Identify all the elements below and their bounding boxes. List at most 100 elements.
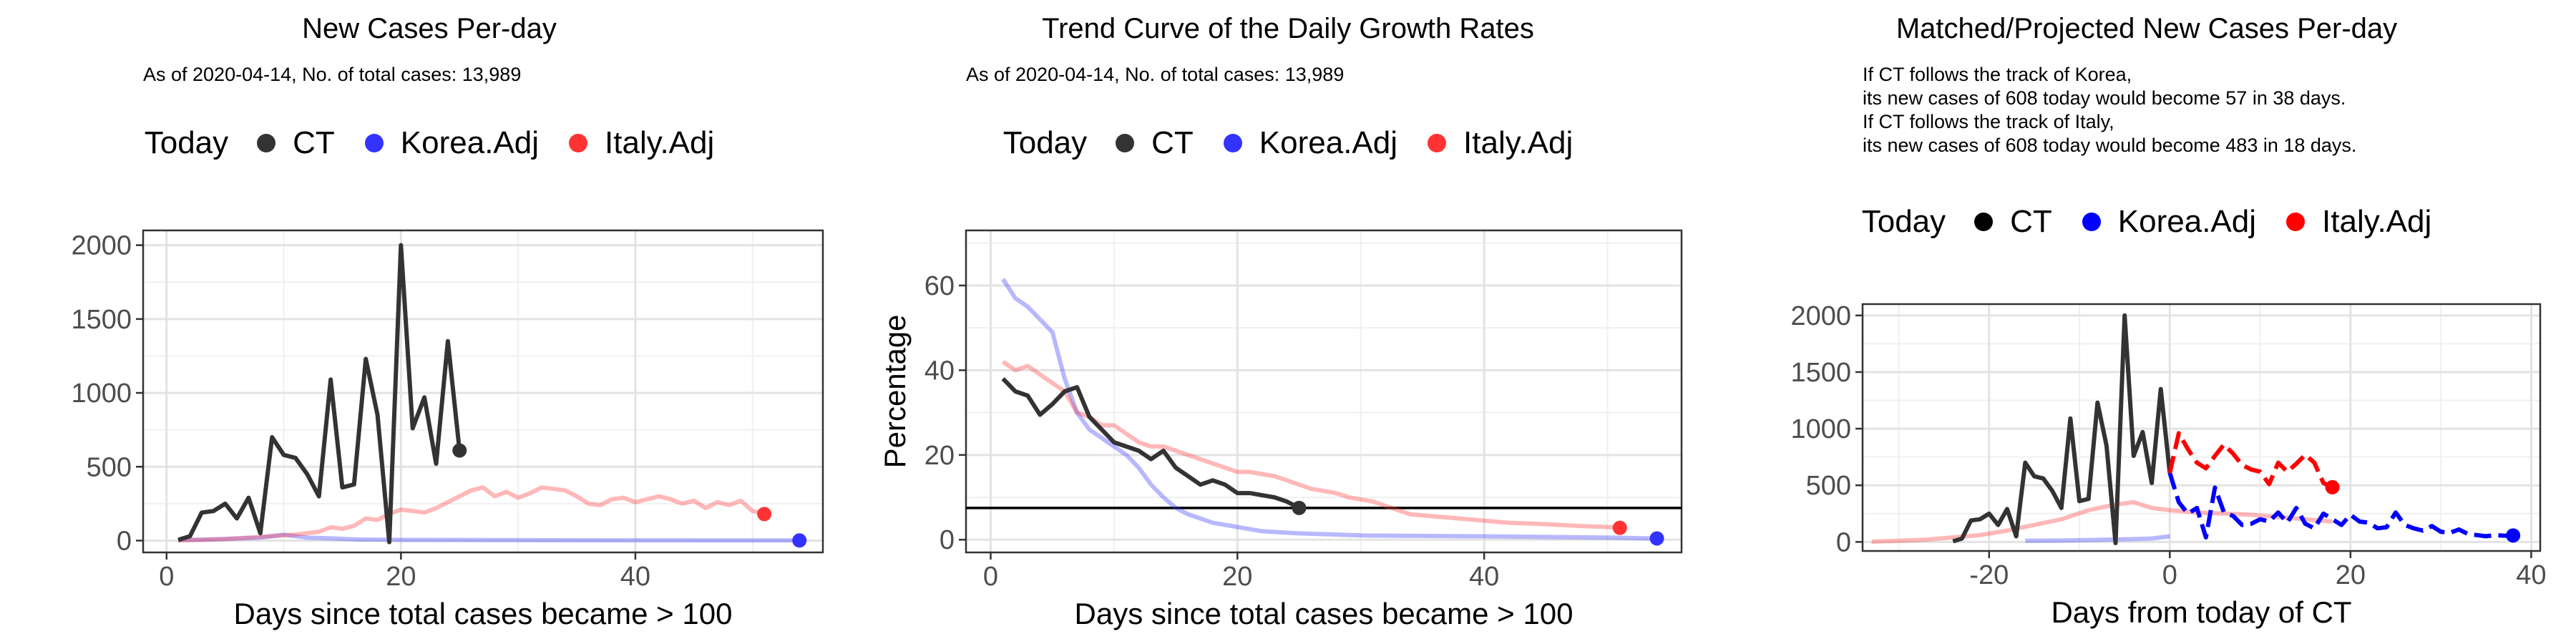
x-tick-label: 20 <box>1222 562 1252 592</box>
y-axis-label: Percentage <box>878 315 912 469</box>
plot-border <box>965 229 1683 554</box>
y-tick-label: 500 <box>1806 471 1851 501</box>
legend-dot-icon <box>1974 213 1994 231</box>
today-point-korea-adj <box>2506 528 2521 543</box>
y-tick-label: 0 <box>1836 527 1851 557</box>
series-line-korea-adj <box>2167 472 2514 540</box>
legend-dot-icon <box>257 134 276 152</box>
series-line-italy-adj <box>2167 431 2333 489</box>
legend-item-ct: CT <box>1961 204 2052 240</box>
legend-dot-icon <box>2286 213 2306 231</box>
x-axis-label: Days from today of CT <box>2051 595 2351 629</box>
series-line-ct <box>1952 313 2172 545</box>
x-tick-label: 0 <box>983 562 998 592</box>
legend: Today CT Korea.Adj Italy.Adj <box>0 125 859 161</box>
legend-title: Today <box>144 125 229 160</box>
subtitle-line: its new cases of 608 today would become … <box>1863 87 2346 109</box>
legend-item-korea: Korea.Adj <box>2069 204 2256 240</box>
plot-border <box>1861 303 2542 552</box>
subtitle-line: If CT follows the track of Italy, <box>1863 111 2114 132</box>
y-tick-label: 1000 <box>71 379 132 409</box>
panel-title: New Cases Per-day <box>302 13 557 44</box>
legend-label: Italy.Adj <box>2322 204 2432 239</box>
legend-dot-icon <box>1428 134 1447 152</box>
y-tick-label: 1500 <box>1790 358 1851 388</box>
legend-label: CT <box>293 125 335 160</box>
legend-item-ct: CT <box>1103 125 1194 161</box>
legend-item-ct: CT <box>244 125 335 161</box>
series-line-korea-adj <box>1001 278 1657 541</box>
legend-dot-icon <box>1223 134 1242 152</box>
x-tick-label: 40 <box>1469 562 1499 592</box>
legend-item-italy: Italy.Adj <box>1415 125 1573 161</box>
subtitle-line: As of 2020-04-14, No. of total cases: 13… <box>966 64 1345 85</box>
series-line-korea-adj-matched- <box>2025 534 2170 543</box>
legend-label: Korea.Adj <box>400 125 540 160</box>
subtitle-line: If CT follows the track of Korea, <box>1863 64 2132 85</box>
today-point-italy-adj <box>1612 520 1627 535</box>
x-tick-label: 20 <box>2336 560 2366 590</box>
legend-label: Korea.Adj <box>2117 204 2257 239</box>
legend-item-korea: Korea.Adj <box>352 125 539 161</box>
x-tick-label: 40 <box>620 562 650 592</box>
today-point-italy-adj <box>757 507 772 522</box>
legend-dot-icon <box>364 134 384 152</box>
legend-item-korea: Korea.Adj <box>1211 125 1397 161</box>
series-line-korea-adj <box>178 532 800 543</box>
legend-item-italy: Italy.Adj <box>556 125 714 161</box>
x-axis-label: Days since total cases became > 100 <box>234 597 733 630</box>
subtitle-line: As of 2020-04-14, No. of total cases: 13… <box>143 64 522 85</box>
x-axis-label: Days since total cases became > 100 <box>1075 597 1574 630</box>
today-point-korea-adj <box>792 533 807 548</box>
legend-title: Today <box>1002 125 1088 160</box>
series-line-ct <box>1001 377 1300 510</box>
today-point-italy-adj <box>2325 479 2340 494</box>
legend-label: CT <box>1151 125 1194 160</box>
y-tick-label: 0 <box>117 526 132 556</box>
x-tick-label: 20 <box>386 562 416 592</box>
y-tick-label: 1000 <box>1790 414 1851 444</box>
legend-dot-icon <box>569 134 588 152</box>
panel-title: Trend Curve of the Daily Growth Rates <box>1042 13 1534 44</box>
series-line-italy-adj <box>1002 360 1621 530</box>
panel-projected: Matched/Projected New Cases Per-day If C… <box>1717 0 2576 644</box>
y-tick-label: 40 <box>924 356 955 386</box>
y-tick-label: 2000 <box>71 231 132 261</box>
legend-dot-icon <box>1116 134 1135 152</box>
panel-subtitle: As of 2020-04-14, No. of total cases: 13… <box>143 63 521 87</box>
y-tick-label: 0 <box>940 525 955 555</box>
subtitle-line: its new cases of 608 today would become … <box>1863 135 2357 156</box>
chart-growth-rates: 0 20 40 0 20 40 60 Days since total cases becam… <box>878 229 1683 630</box>
today-point-ct <box>452 443 467 458</box>
chart-projected: -20 0 20 40 0 500 1000 1500 2000 Days from today … <box>1790 301 2546 629</box>
panel-subtitle: If CT follows the track of Korea, its ne… <box>1863 63 2356 157</box>
legend-label: Italy.Adj <box>1463 125 1574 160</box>
panel-subtitle: As of 2020-04-14, No. of total cases: 13… <box>966 63 1344 87</box>
x-tick-label: 0 <box>2162 560 2177 590</box>
legend-label: Italy.Adj <box>605 125 715 160</box>
today-point-korea-adj <box>1649 531 1664 546</box>
series-line-ct <box>177 243 462 545</box>
y-tick-label: 500 <box>87 452 132 482</box>
y-tick-label: 60 <box>924 271 955 301</box>
y-tick-label: 2000 <box>1790 301 1851 331</box>
today-point-ct <box>1292 500 1307 515</box>
x-tick-label: -20 <box>1969 560 2009 590</box>
legend-item-italy: Italy.Adj <box>2273 204 2431 240</box>
legend-label: Korea.Adj <box>1259 125 1398 160</box>
legend-label: CT <box>2010 204 2052 239</box>
legend: Today CT Korea.Adj Italy.Adj <box>859 125 1717 161</box>
plot-border <box>142 229 824 554</box>
y-tick-label: 1500 <box>71 305 132 335</box>
x-tick-label: 0 <box>159 562 174 592</box>
x-tick-label: 40 <box>2516 560 2546 590</box>
legend-title: Today <box>1861 204 1946 239</box>
legend: Today CT Korea.Adj Italy.Adj <box>1717 204 2576 240</box>
panel-title: Matched/Projected New Cases Per-day <box>1896 13 2398 44</box>
y-tick-label: 20 <box>924 441 955 471</box>
panel-new-cases: New Cases Per-day As of 2020-04-14, No. … <box>0 0 859 644</box>
chart-new-cases: 0 20 40 0 500 1000 1500 2000 Days since total ca… <box>71 229 824 630</box>
legend-dot-icon <box>2082 213 2101 231</box>
panel-growth-rates: Trend Curve of the Daily Growth Rates As… <box>859 0 1717 644</box>
series-line-italy-adj <box>178 485 765 543</box>
